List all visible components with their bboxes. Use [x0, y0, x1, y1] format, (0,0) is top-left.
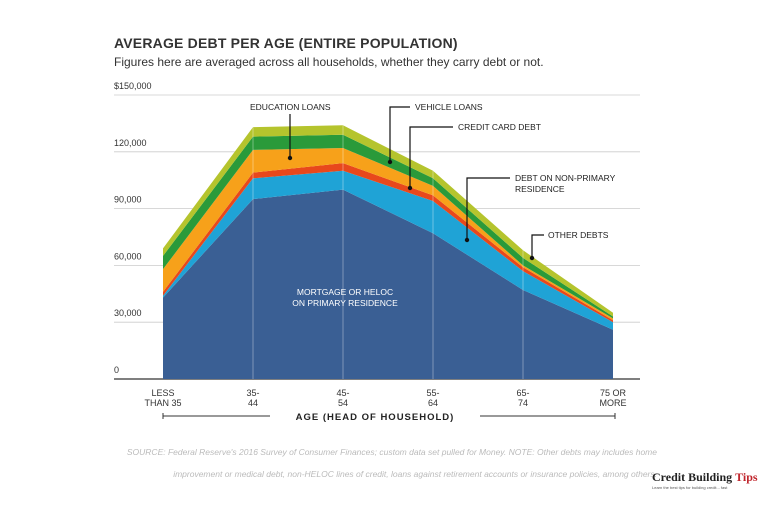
- y-tick-label: 60,000: [114, 251, 142, 261]
- annotation-credit-card-debt: CREDIT CARD DEBT: [458, 122, 541, 132]
- x-tick-label: 74: [518, 398, 528, 408]
- x-tick-label: 54: [338, 398, 348, 408]
- annotation-dot: [287, 155, 293, 161]
- label-mortgage: MORTGAGE OR HELOC: [297, 287, 393, 297]
- x-tick-label: THAN 35: [144, 398, 181, 408]
- annotation-non-primary-residence: RESIDENCE: [515, 184, 565, 194]
- label-mortgage: ON PRIMARY RESIDENCE: [292, 298, 398, 308]
- x-tick-label: 45-: [336, 388, 349, 398]
- y-tick-label: $150,000: [114, 81, 152, 91]
- annotation-non-primary-residence: DEBT ON NON-PRIMARY: [515, 173, 616, 183]
- x-tick-label: 44: [248, 398, 258, 408]
- annotation-leader: [409, 126, 453, 188]
- y-tick-label: 90,000: [114, 195, 142, 205]
- source-note: SOURCE: Federal Reserve's 2016 Survey of…: [126, 447, 657, 479]
- annotation-dot: [407, 185, 413, 191]
- x-tick-label: LESS: [151, 388, 174, 398]
- annotation-other-debts: OTHER DEBTS: [548, 230, 609, 240]
- annotation-education-loans: EDUCATION LOANS: [250, 102, 331, 112]
- annotation-vehicle-loans: VEHICLE LOANS: [415, 102, 483, 112]
- y-tick-label: 0: [114, 365, 119, 375]
- x-tick-label: 64: [428, 398, 438, 408]
- x-tick-label: 75 OR: [600, 388, 627, 398]
- x-tick-label: 35-: [246, 388, 259, 398]
- logo: Credit Building Tips Learn the best tips…: [652, 470, 758, 490]
- chart-subtitle: Figures here are averaged across all hou…: [114, 55, 544, 69]
- x-tick-label: 55-: [426, 388, 439, 398]
- chart-title: AVERAGE DEBT PER AGE (ENTIRE POPULATION): [114, 35, 458, 51]
- annotation-leader: [531, 234, 544, 258]
- annotation-dot: [529, 255, 535, 261]
- area-debt-on-non-primary-residence: [163, 170, 613, 330]
- annotation-leader: [389, 106, 410, 162]
- x-tick-label: MORE: [600, 398, 627, 408]
- area-mortgage-or-heloc-on-primary-residence: [163, 189, 613, 379]
- annotation-dot: [387, 159, 393, 165]
- annotation-leader: [466, 177, 510, 240]
- x-axis-label: AGE (HEAD OF HOUSEHOLD): [296, 412, 455, 423]
- x-tick-label: 65-: [516, 388, 529, 398]
- annotation-dot: [464, 237, 470, 243]
- y-tick-label: 120,000: [114, 138, 147, 148]
- y-tick-label: 30,000: [114, 308, 142, 318]
